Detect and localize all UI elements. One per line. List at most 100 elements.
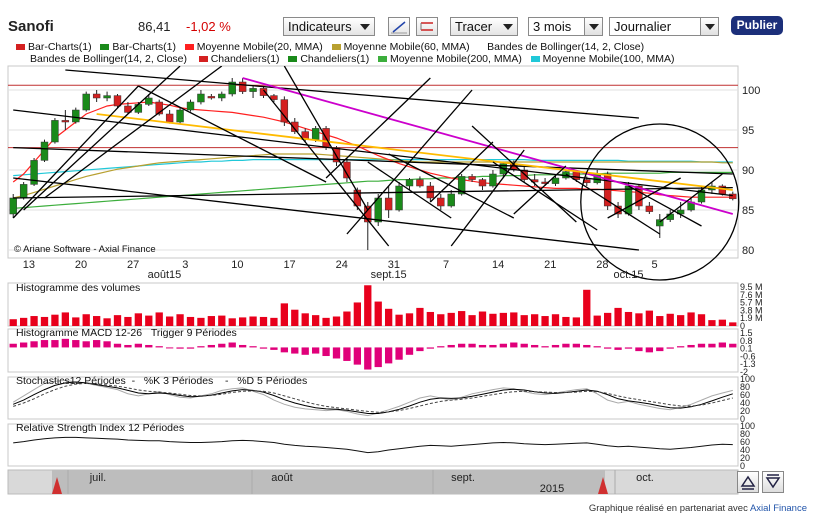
- macd-bar: [322, 347, 330, 357]
- trendline: [607, 177, 681, 219]
- volume-bar: [614, 307, 622, 326]
- macd-bar: [9, 343, 17, 348]
- volume-bar: [72, 317, 80, 326]
- volume-ytick-label: 0: [740, 321, 745, 331]
- volume-bar: [238, 317, 247, 326]
- trendline: [23, 66, 181, 211]
- volume-bar: [624, 311, 633, 326]
- candle-body: [113, 95, 122, 107]
- trendline: [262, 89, 390, 247]
- price-xtick-label: 14: [492, 259, 504, 271]
- volume-bar: [259, 316, 268, 326]
- macd-bar: [145, 344, 153, 348]
- stoch-ytick-label: 80: [740, 382, 750, 392]
- volume-bar: [218, 315, 226, 326]
- price-xtick-label: 28: [596, 259, 608, 271]
- legend-row-2: Bandes de Bollinger(14, 2, Close) Chande…: [30, 53, 675, 65]
- horizontal-line-tool-button[interactable]: [416, 17, 438, 36]
- macd-bar: [291, 347, 299, 354]
- macd-bar: [499, 343, 508, 348]
- candle-body: [405, 179, 414, 187]
- macd-bar: [124, 344, 132, 348]
- trendline: [12, 85, 139, 219]
- volume-bar: [384, 308, 393, 326]
- rsi-ytick-label: 20: [740, 453, 750, 463]
- volume-bar: [197, 317, 205, 326]
- timeline-month-label: août: [271, 472, 292, 484]
- macd-bar: [489, 344, 497, 348]
- macd-bar: [134, 343, 143, 348]
- macd-bar: [583, 344, 591, 348]
- macd-bar: [624, 347, 633, 349]
- volume-panel-title: Histogramme des volumes: [16, 282, 141, 294]
- macd-bar: [530, 344, 539, 348]
- volume-bar: [207, 316, 216, 326]
- trendline-tool-button[interactable]: [388, 17, 410, 36]
- candle-body: [40, 141, 49, 161]
- volume-bar: [176, 314, 184, 326]
- candle-body: [635, 185, 643, 207]
- candle-body: [30, 160, 38, 185]
- volume-bar: [332, 316, 341, 326]
- volume-bar: [645, 310, 654, 326]
- volume-ytick-label: 5.7 M: [740, 298, 763, 308]
- volume-bar: [562, 316, 570, 326]
- candle-body: [384, 197, 393, 211]
- circle-annotation: [580, 123, 740, 281]
- macd-bar: [332, 347, 341, 359]
- candle-body: [19, 184, 28, 199]
- footer-brand-link[interactable]: Axial Finance: [749, 503, 807, 514]
- volume-bar: [165, 316, 174, 326]
- macd-bar: [708, 343, 716, 348]
- trendline: [628, 185, 702, 227]
- legend-item-mm20: Moyenne Mobile(20, MMA): [184, 41, 323, 53]
- ticker-name: Sanofi: [8, 18, 54, 35]
- macd-bar: [218, 343, 226, 348]
- macd-bar: [197, 346, 205, 348]
- period-select[interactable]: 3 mois: [528, 17, 603, 36]
- price-xtick-label: 27: [127, 259, 139, 271]
- price-xtick-label: 5: [652, 259, 658, 271]
- legend-item-bollinger-2: Bandes de Bollinger(14, 2, Close): [30, 53, 188, 65]
- volume-bar: [9, 319, 17, 326]
- candle-body: [82, 93, 90, 111]
- candle-body: [624, 185, 633, 215]
- volume-bar: [374, 301, 382, 326]
- zoom-in-button[interactable]: [762, 471, 784, 493]
- volume-bar: [718, 319, 727, 326]
- publish-button[interactable]: Publier: [731, 16, 783, 35]
- volume-bar: [656, 316, 664, 326]
- rsi-ytick-label: 40: [740, 445, 750, 455]
- volume-bar: [405, 313, 414, 326]
- stoch-ytick-label: 100: [740, 374, 755, 384]
- indicators-dropdown[interactable]: Indicateurs: [283, 17, 375, 36]
- rsi-ytick-label: 60: [740, 437, 750, 447]
- volume-bar: [322, 317, 330, 326]
- macd-bar: [572, 343, 581, 348]
- stoch-line: [12, 379, 733, 417]
- candle-body: [437, 197, 445, 207]
- candle-body: [478, 179, 487, 187]
- rsi-ytick-label: 80: [740, 429, 750, 439]
- macd-bar: [437, 346, 445, 348]
- price-ytick-label: 100: [742, 85, 760, 97]
- zoom-out-button[interactable]: [737, 471, 759, 493]
- draw-dropdown[interactable]: Tracer: [450, 17, 518, 36]
- macd-ytick-label: -0.6: [740, 351, 756, 361]
- volume-bar: [416, 307, 424, 326]
- candle-body: [656, 219, 664, 227]
- macd-bar: [238, 344, 247, 348]
- macd-bar: [228, 342, 236, 348]
- volume-bar: [395, 314, 403, 326]
- candle-body: [197, 93, 205, 103]
- trendline: [96, 113, 733, 191]
- volume-bar: [676, 315, 685, 326]
- interval-select[interactable]: Journalier: [609, 17, 719, 36]
- volume-bar: [541, 316, 549, 326]
- price-ytick-label: 90: [742, 165, 754, 177]
- legend-item-bollinger-1: Bandes de Bollinger(14, 2, Close): [487, 41, 645, 53]
- candle-body: [645, 205, 654, 212]
- macd-bar: [61, 338, 70, 348]
- candle-body: [176, 109, 184, 123]
